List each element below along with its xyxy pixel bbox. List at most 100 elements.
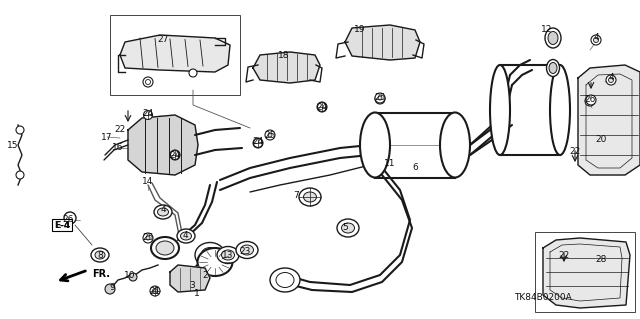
Ellipse shape [95,251,105,259]
Ellipse shape [195,242,225,268]
Ellipse shape [154,205,172,219]
Circle shape [586,95,596,105]
Ellipse shape [221,250,234,260]
Text: 8: 8 [97,251,103,261]
Ellipse shape [91,248,109,262]
Circle shape [375,93,385,103]
Ellipse shape [201,248,219,263]
Circle shape [265,130,275,140]
Ellipse shape [156,241,174,255]
Text: 4: 4 [182,231,188,240]
Ellipse shape [549,63,557,73]
Bar [375,113,455,177]
Ellipse shape [217,247,239,263]
Polygon shape [128,115,198,175]
Polygon shape [578,65,640,175]
Text: E-4: E-4 [54,220,70,229]
Circle shape [317,102,327,112]
Text: 4: 4 [593,33,599,42]
Ellipse shape [303,192,317,202]
Text: 14: 14 [142,177,154,187]
Text: FR.: FR. [92,269,110,279]
Ellipse shape [440,113,470,177]
Circle shape [585,96,595,106]
Circle shape [143,233,153,243]
Text: 27: 27 [157,35,169,44]
Ellipse shape [180,232,191,240]
Ellipse shape [198,248,232,276]
Text: 24: 24 [252,137,264,146]
Text: 28: 28 [595,256,607,264]
Circle shape [317,102,326,112]
Circle shape [105,284,115,294]
Circle shape [253,138,262,147]
Text: 25: 25 [374,93,386,102]
Text: 20: 20 [595,136,607,145]
Text: 23: 23 [239,248,251,256]
Circle shape [375,94,385,104]
Circle shape [64,212,76,224]
Circle shape [593,38,598,42]
Text: TK84B0200A: TK84B0200A [514,293,572,302]
Ellipse shape [177,229,195,243]
Text: 11: 11 [384,159,396,167]
Circle shape [606,75,616,85]
Circle shape [143,110,152,120]
Text: 15: 15 [7,140,19,150]
Text: 2: 2 [202,271,208,280]
Text: 10: 10 [124,271,136,279]
Polygon shape [253,52,320,83]
Circle shape [16,126,24,134]
Circle shape [319,105,324,109]
Circle shape [16,171,24,179]
Circle shape [170,150,180,160]
Circle shape [268,133,272,137]
Text: 5: 5 [342,224,348,233]
Text: 4: 4 [160,205,166,214]
Polygon shape [543,238,630,308]
Ellipse shape [299,188,321,206]
Circle shape [588,99,593,103]
Text: 21: 21 [149,287,161,296]
Text: 3: 3 [189,280,195,290]
Text: 4: 4 [608,73,614,83]
Circle shape [591,35,601,45]
Circle shape [378,97,383,101]
Ellipse shape [547,60,559,77]
Circle shape [150,286,160,296]
Text: 24: 24 [170,151,180,160]
Text: 18: 18 [278,50,290,60]
Circle shape [609,78,614,83]
Ellipse shape [337,219,359,237]
Ellipse shape [545,28,561,48]
Text: 19: 19 [355,26,365,34]
Ellipse shape [241,245,253,255]
Text: 13: 13 [222,250,234,259]
Circle shape [146,236,150,240]
Text: 25: 25 [142,234,154,242]
Circle shape [173,152,177,158]
Text: 9: 9 [109,283,115,292]
Text: 22: 22 [558,250,570,259]
Circle shape [253,138,263,148]
Bar [500,65,560,155]
Text: 22: 22 [570,147,580,157]
Text: 7: 7 [293,191,299,201]
Text: 1: 1 [194,288,200,298]
Ellipse shape [270,268,300,292]
Text: 26: 26 [62,214,74,224]
Circle shape [378,96,382,100]
Text: 16: 16 [112,144,124,152]
Circle shape [152,288,157,293]
Circle shape [129,273,137,281]
Circle shape [255,140,260,145]
Text: 17: 17 [101,132,113,142]
Text: E-4: E-4 [54,220,70,229]
Polygon shape [345,25,420,60]
Text: 12: 12 [541,26,553,34]
Ellipse shape [548,32,558,44]
Ellipse shape [151,237,179,259]
Ellipse shape [360,113,390,177]
Circle shape [145,79,150,85]
Text: 6: 6 [412,164,418,173]
